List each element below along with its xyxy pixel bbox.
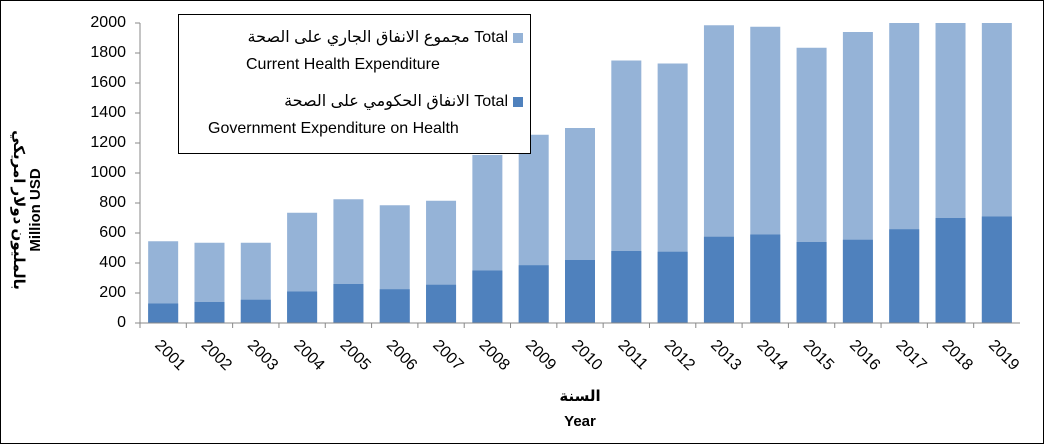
legend-swatch [513, 97, 523, 107]
y-axis-label: بالمليون دولار امريكي [10, 130, 27, 290]
y-tick-label: 400 [99, 254, 126, 271]
bar [703, 236, 734, 323]
bar [240, 299, 271, 323]
legend-label: مجموع الانفاق الجاري على الصحة Total [248, 29, 508, 47]
legend-swatch [513, 33, 523, 43]
x-axis-label: السنة [559, 388, 600, 405]
legend-label: Current Health Expenditure [246, 56, 440, 73]
bar [796, 242, 827, 323]
bar [287, 291, 318, 323]
legend-box [178, 14, 531, 154]
y-tick-label: 1600 [90, 74, 126, 91]
bar [379, 289, 410, 323]
bar [472, 270, 503, 323]
y-tick-label: 600 [99, 224, 126, 241]
y-tick-label: 1000 [90, 164, 126, 181]
bar [333, 284, 364, 323]
bar [148, 303, 179, 323]
bar [842, 239, 873, 323]
legend-label: Government Expenditure on Health [208, 120, 459, 137]
bar [935, 218, 966, 323]
bar [426, 284, 457, 323]
bar [194, 302, 225, 323]
bar [611, 251, 642, 323]
y-axis-label: Million USD [27, 168, 44, 251]
bar [981, 216, 1012, 323]
y-tick-label: 2000 [90, 14, 126, 31]
y-tick-label: 1400 [90, 104, 126, 121]
bar [750, 234, 781, 323]
y-tick-label: 1200 [90, 134, 126, 151]
legend-label: الانفاق الحكومي على الصحة Total [284, 93, 508, 111]
x-axis-label: Year [564, 413, 596, 430]
bar [518, 265, 549, 323]
y-tick-label: 1800 [90, 44, 126, 61]
bar [889, 229, 920, 323]
y-tick-label: 0 [117, 314, 126, 331]
bar [565, 260, 595, 323]
y-tick-label: 200 [99, 284, 126, 301]
bar [657, 251, 688, 323]
y-tick-label: 800 [99, 194, 126, 211]
